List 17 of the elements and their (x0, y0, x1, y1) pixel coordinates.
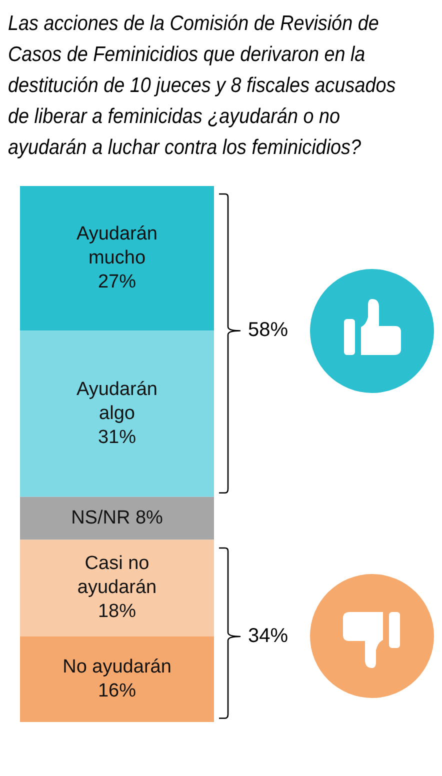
text: 58% (248, 319, 288, 342)
data-label: 16% (98, 680, 136, 702)
series-label: No ayudarán (62, 656, 172, 678)
bar (20, 330, 214, 497)
series-label: Ayudarán algo (76, 379, 158, 424)
chart-title: Las acciones de la Comisión de Revisión de Casos de Feminicidios que derivaron en la destitución de 10 jueces y 8 fiscales acusados de liberar a feminicidas ¿ayudarán o no ayudarán a luchar contra los feminicidios? (8, 11, 397, 161)
data-label: 31% (98, 427, 136, 448)
text: NS/NR 8% (71, 508, 163, 529)
series-label: Ayudarán mucho (76, 224, 158, 269)
bar (20, 496, 214, 540)
data-label: 18% (98, 601, 136, 622)
series-label: Casi no ayudarán (77, 553, 157, 598)
bar (20, 540, 214, 636)
bar (20, 186, 214, 331)
bar (20, 636, 214, 722)
text: 34% (248, 624, 288, 647)
data-label: 27% (98, 272, 136, 293)
